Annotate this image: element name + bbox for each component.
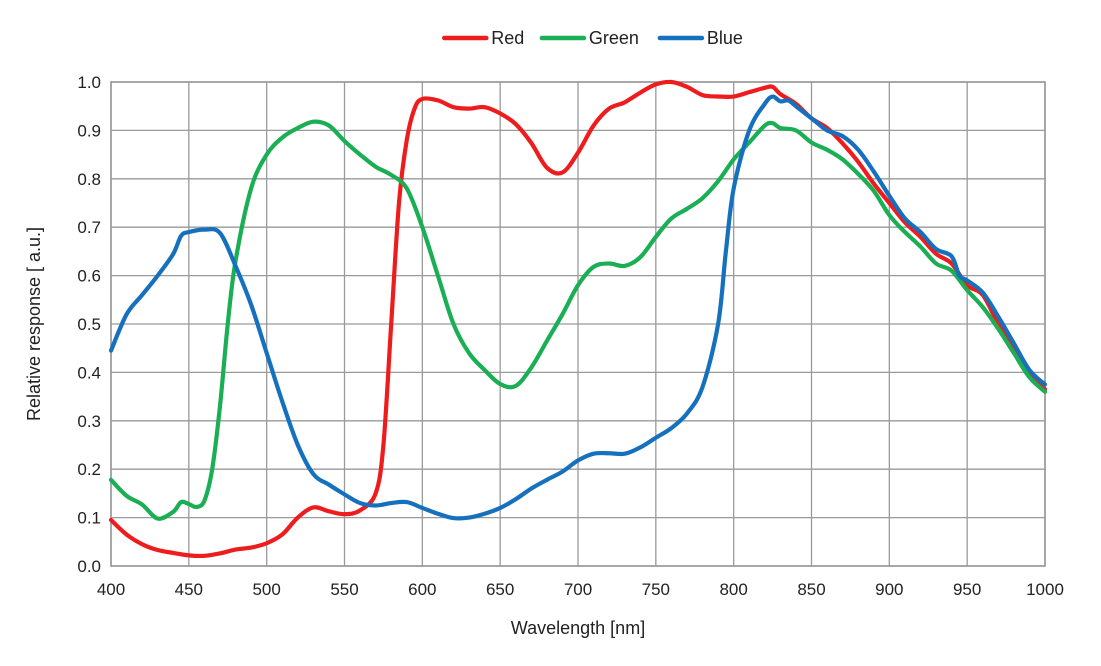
x-tick-label: 400 bbox=[97, 580, 125, 599]
y-tick-label: 0.6 bbox=[77, 267, 101, 286]
x-tick-label: 700 bbox=[564, 580, 592, 599]
x-axis-ticks: 400 450 500 550 600 650 700 750 800 850 900 950 1000 bbox=[97, 580, 1064, 599]
series-line-blue bbox=[108, 94, 1048, 521]
x-tick-label: 1000 bbox=[1026, 580, 1064, 599]
series-lines bbox=[108, 79, 1048, 559]
x-tick-label: 650 bbox=[486, 580, 514, 599]
y-tick-label: 0.1 bbox=[77, 509, 101, 528]
x-tick-label: 600 bbox=[408, 580, 436, 599]
gridlines bbox=[111, 82, 1045, 566]
legend: Red Green Blue bbox=[442, 28, 743, 48]
x-tick-label: 950 bbox=[953, 580, 981, 599]
series-line-green bbox=[108, 119, 1048, 521]
y-tick-label: 0.7 bbox=[77, 218, 101, 237]
x-tick-label: 550 bbox=[330, 580, 358, 599]
y-axis-ticks: 0.0 0.1 0.2 0.3 0.4 0.5 0.6 0.7 0.8 0.9 1.0 bbox=[77, 73, 101, 576]
x-tick-label: 750 bbox=[642, 580, 670, 599]
legend-label-red: Red bbox=[491, 28, 524, 48]
y-tick-label: 1.0 bbox=[77, 73, 101, 92]
x-tick-label: 450 bbox=[175, 580, 203, 599]
y-tick-label: 0.4 bbox=[77, 363, 101, 382]
x-axis-title: Wavelength [nm] bbox=[511, 618, 645, 638]
y-tick-label: 0.0 bbox=[77, 557, 101, 576]
x-tick-label: 500 bbox=[252, 580, 280, 599]
y-tick-label: 0.9 bbox=[77, 121, 101, 140]
x-tick-label: 800 bbox=[719, 580, 747, 599]
x-tick-label: 850 bbox=[797, 580, 825, 599]
y-tick-label: 0.2 bbox=[77, 460, 101, 479]
y-tick-label: 0.3 bbox=[77, 412, 101, 431]
x-tick-label: 900 bbox=[875, 580, 903, 599]
y-axis-title: Relative response [ a.u.] bbox=[24, 227, 44, 421]
series-line-red bbox=[108, 79, 1048, 559]
legend-label-blue: Blue bbox=[707, 28, 743, 48]
legend-label-green: Green bbox=[589, 28, 639, 48]
y-tick-label: 0.5 bbox=[77, 315, 101, 334]
y-tick-label: 0.8 bbox=[77, 170, 101, 189]
